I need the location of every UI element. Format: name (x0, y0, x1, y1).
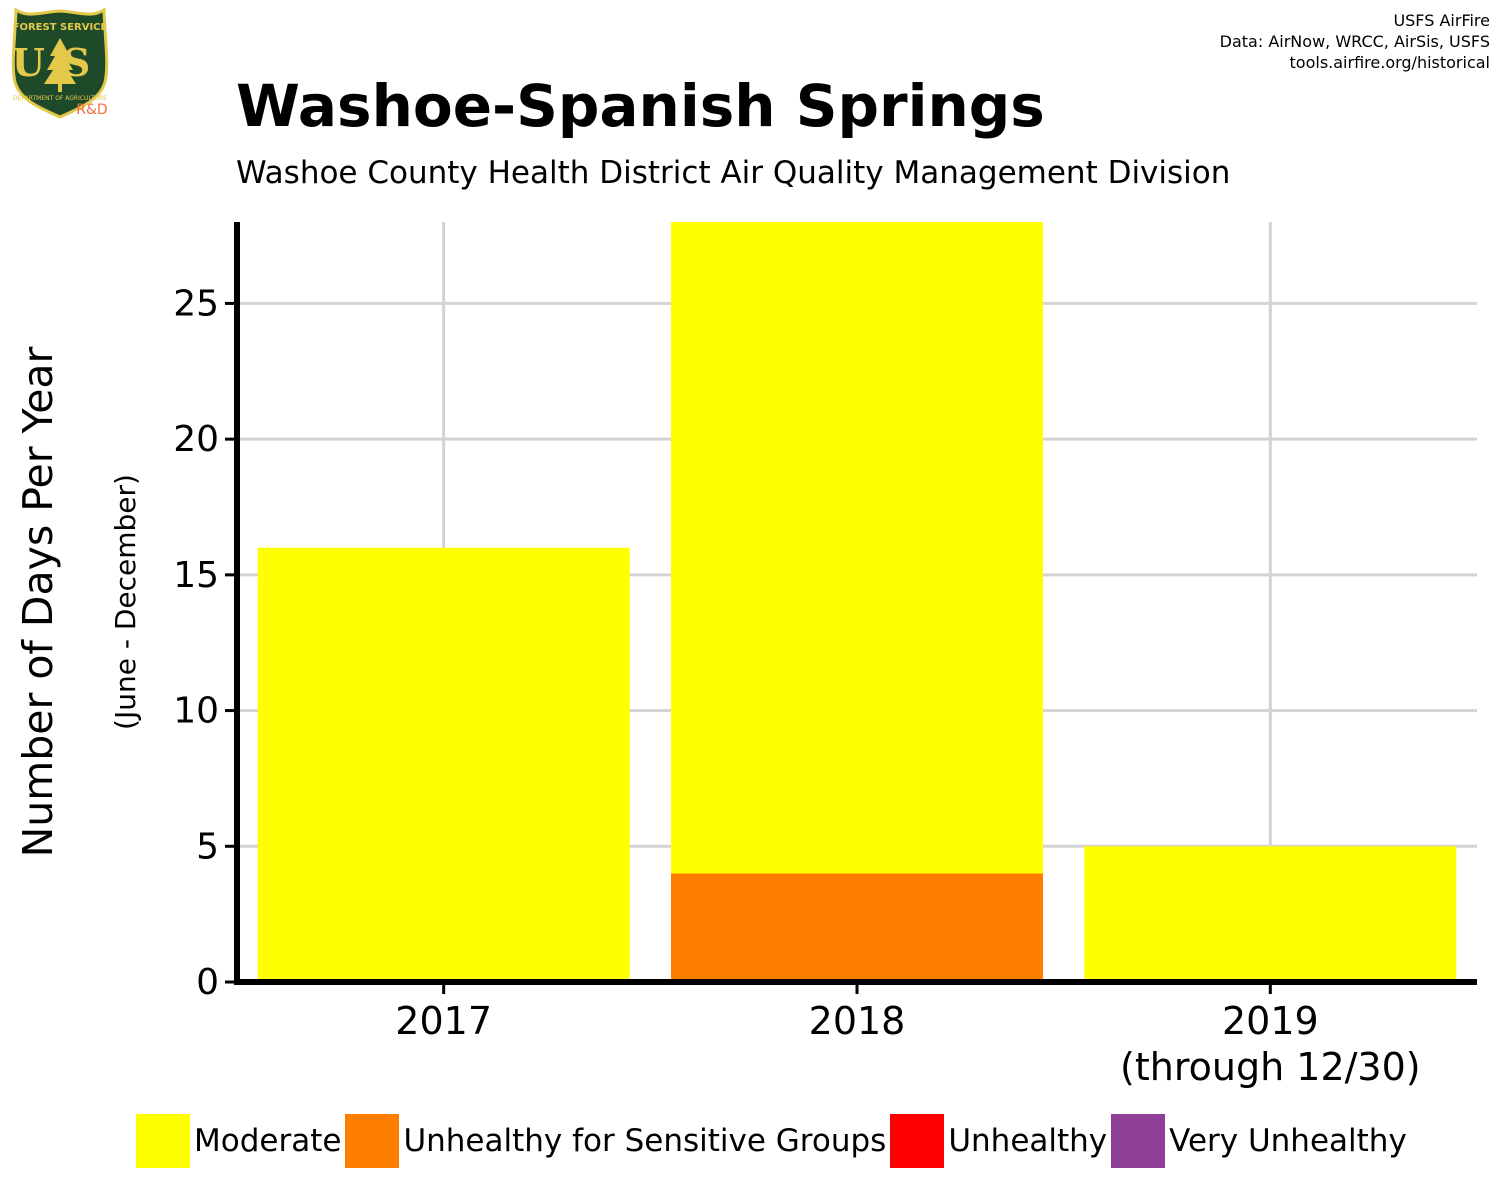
legend-swatch (136, 1114, 190, 1168)
source-credits: USFS AirFire Data: AirNow, WRCC, AirSis,… (1220, 10, 1490, 73)
x-tick-label: 2018 (809, 999, 906, 1043)
y-tick-label: 5 (196, 826, 219, 867)
bar-moderate-2018 (671, 222, 1043, 874)
legend-label: Moderate (194, 1123, 342, 1159)
legend-swatch (345, 1114, 400, 1168)
y-tick-label: 10 (173, 691, 219, 732)
y-tick-label: 20 (173, 419, 219, 460)
bar-moderate-2019 (1084, 846, 1457, 982)
legend-item: Very Unhealthy (1111, 1114, 1407, 1168)
bar-usg-2018 (671, 873, 1043, 982)
legend-item: Unhealthy for Sensitive Groups (345, 1114, 886, 1168)
bar-moderate-2017 (257, 547, 630, 982)
tree-icon (44, 38, 76, 92)
x-tick-label: 2019 (1222, 999, 1319, 1043)
y-axis-title: Number of Days Per Year (14, 346, 62, 857)
y-axis-subtitle: (June - December) (109, 474, 142, 730)
legend-item: Moderate (136, 1114, 341, 1168)
legend-label: Very Unhealthy (1169, 1123, 1407, 1159)
legend-label: Unhealthy for Sensitive Groups (403, 1123, 887, 1159)
x-tick-label: 2017 (395, 999, 492, 1043)
credit-line-2: Data: AirNow, WRCC, AirSis, USFS (1219, 32, 1490, 51)
chart-subtitle: Washoe County Health District Air Qualit… (236, 155, 1231, 191)
legend-item: Unhealthy (890, 1114, 1107, 1168)
chart-title: Washoe-Spanish Springs (236, 72, 1045, 140)
y-tick-label: 25 (173, 283, 219, 324)
credit-line-3: tools.airfire.org/historical (1289, 53, 1490, 72)
legend-swatch (1111, 1114, 1166, 1168)
logo-rd-label: R&D (76, 102, 107, 118)
credit-line-1: USFS AirFire (1393, 11, 1490, 30)
y-tick-label: 0 (196, 962, 219, 1003)
logo-top-text: FOREST SERVICE (13, 22, 108, 33)
x-tick-sublabel: (through 12/30) (1120, 1045, 1421, 1089)
chart-legend: Moderate Unhealthy for Sensitive Groups Un… (136, 1113, 1411, 1169)
y-tick-label: 15 (173, 555, 219, 596)
legend-swatch (890, 1114, 945, 1168)
forest-service-shield-logo: FOREST SERVICE US DEPARTMENT OF AGRICULT… (12, 8, 109, 119)
legend-label: Unhealthy (948, 1123, 1108, 1159)
logo-bottom-text: DEPARTMENT OF AGRICULTURE (13, 95, 107, 102)
